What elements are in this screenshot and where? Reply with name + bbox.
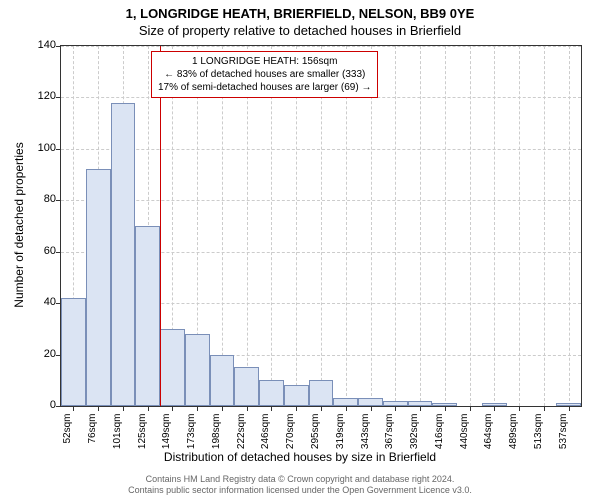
xtick-label: 173sqm	[186, 414, 197, 450]
gridline-v	[569, 46, 570, 406]
ytick-label: 100	[26, 142, 56, 154]
gridline-v	[420, 46, 421, 406]
ytick-label: 140	[26, 39, 56, 51]
ytick-mark	[56, 149, 61, 150]
xtick-label: 295sqm	[310, 414, 321, 450]
xtick-label: 537sqm	[558, 414, 569, 450]
xtick-label: 416sqm	[434, 414, 445, 450]
property-size-chart: 1, LONGRIDGE HEATH, BRIERFIELD, NELSON, …	[0, 0, 600, 500]
xtick-mark	[445, 406, 446, 411]
gridline-v	[395, 46, 396, 406]
footer-line2: Contains public sector information licen…	[0, 485, 600, 496]
ytick-label: 20	[26, 348, 56, 360]
histogram-bar	[234, 367, 259, 406]
xtick-mark	[148, 406, 149, 411]
annotation-line2: ← 83% of detached houses are smaller (33…	[158, 68, 371, 81]
gridline-v	[519, 46, 520, 406]
xtick-mark	[172, 406, 173, 411]
gridline-v	[445, 46, 446, 406]
xtick-mark	[222, 406, 223, 411]
y-axis-label: Number of detached properties	[12, 142, 26, 307]
ytick-mark	[56, 252, 61, 253]
xtick-label: 76sqm	[87, 414, 98, 444]
xtick-mark	[271, 406, 272, 411]
xtick-label: 392sqm	[409, 414, 420, 450]
xtick-mark	[296, 406, 297, 411]
xtick-mark	[420, 406, 421, 411]
footer-attribution: Contains HM Land Registry data © Crown c…	[0, 474, 600, 496]
gridline-v	[494, 46, 495, 406]
xtick-label: 270sqm	[285, 414, 296, 450]
chart-title-main: 1, LONGRIDGE HEATH, BRIERFIELD, NELSON, …	[0, 6, 600, 21]
xtick-label: 440sqm	[459, 414, 470, 450]
chart-title-sub: Size of property relative to detached ho…	[0, 23, 600, 38]
xtick-label: 319sqm	[335, 414, 346, 450]
plot-area: 52sqm76sqm101sqm125sqm149sqm173sqm198sqm…	[60, 45, 582, 407]
gridline-v	[346, 46, 347, 406]
histogram-bar	[111, 103, 136, 406]
gridline-v	[321, 46, 322, 406]
xtick-label: 489sqm	[508, 414, 519, 450]
histogram-bar	[284, 385, 309, 406]
histogram-bar	[309, 380, 334, 406]
xtick-mark	[98, 406, 99, 411]
xtick-mark	[73, 406, 74, 411]
xtick-label: 464sqm	[483, 414, 494, 450]
xtick-mark	[395, 406, 396, 411]
gridline-v	[544, 46, 545, 406]
xtick-label: 125sqm	[137, 414, 148, 450]
annotation-line1: 1 LONGRIDGE HEATH: 156sqm	[158, 55, 371, 68]
ytick-label: 80	[26, 193, 56, 205]
xtick-mark	[247, 406, 248, 411]
xtick-mark	[544, 406, 545, 411]
ytick-label: 0	[26, 399, 56, 411]
ytick-mark	[56, 406, 61, 407]
histogram-bar	[185, 334, 210, 406]
annotation-box: 1 LONGRIDGE HEATH: 156sqm← 83% of detach…	[151, 51, 378, 98]
xtick-mark	[569, 406, 570, 411]
xtick-mark	[197, 406, 198, 411]
histogram-bar	[210, 355, 235, 406]
ytick-label: 120	[26, 90, 56, 102]
xtick-label: 246sqm	[260, 414, 271, 450]
ytick-label: 60	[26, 245, 56, 257]
xtick-label: 222sqm	[236, 414, 247, 450]
property-marker-line	[160, 46, 161, 406]
histogram-bar	[160, 329, 185, 406]
histogram-bar	[135, 226, 160, 406]
ytick-mark	[56, 97, 61, 98]
xtick-label: 343sqm	[360, 414, 371, 450]
xtick-label: 149sqm	[161, 414, 172, 450]
histogram-bar	[86, 169, 111, 406]
xtick-mark	[494, 406, 495, 411]
gridline-v	[371, 46, 372, 406]
gridline-v	[247, 46, 248, 406]
histogram-bar	[333, 398, 358, 406]
xtick-mark	[123, 406, 124, 411]
gridline-v	[271, 46, 272, 406]
xtick-mark	[346, 406, 347, 411]
gridline-v	[222, 46, 223, 406]
histogram-bar	[61, 298, 86, 406]
xtick-label: 513sqm	[533, 414, 544, 450]
histogram-bar	[259, 380, 284, 406]
ytick-mark	[56, 200, 61, 201]
gridline-v	[470, 46, 471, 406]
annotation-line3: 17% of semi-detached houses are larger (…	[158, 81, 371, 94]
xtick-mark	[470, 406, 471, 411]
xtick-label: 52sqm	[62, 414, 73, 444]
gridline-v	[296, 46, 297, 406]
footer-line1: Contains HM Land Registry data © Crown c…	[0, 474, 600, 485]
ytick-label: 40	[26, 296, 56, 308]
ytick-mark	[56, 46, 61, 47]
xtick-mark	[519, 406, 520, 411]
x-axis-label: Distribution of detached houses by size …	[0, 450, 600, 464]
xtick-mark	[371, 406, 372, 411]
xtick-label: 101sqm	[112, 414, 123, 450]
histogram-bar	[358, 398, 383, 406]
xtick-mark	[321, 406, 322, 411]
xtick-label: 198sqm	[211, 414, 222, 450]
xtick-label: 367sqm	[384, 414, 395, 450]
